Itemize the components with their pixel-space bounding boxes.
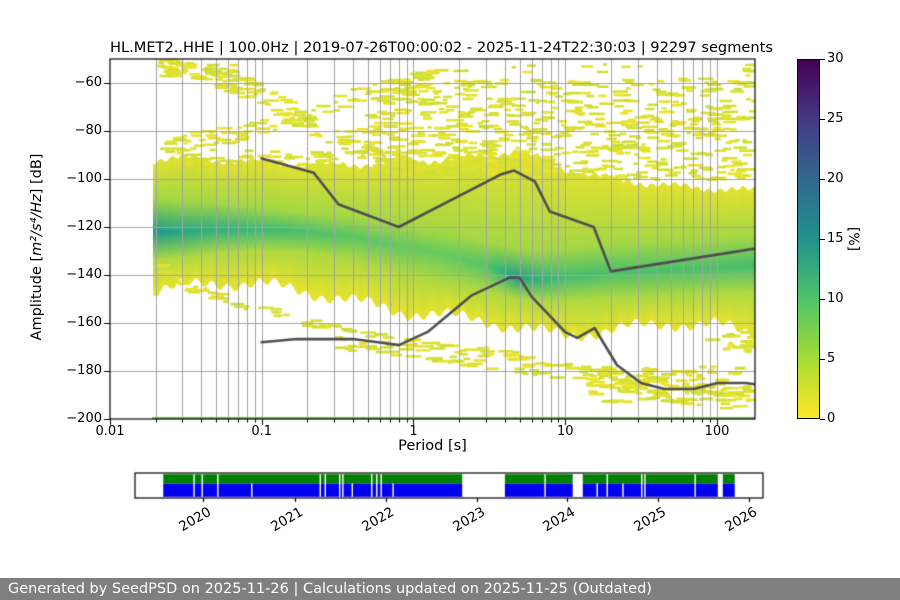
colorbar-tick-label: 5 bbox=[827, 351, 836, 366]
y-tick-label: −60 bbox=[74, 75, 102, 90]
y-tick-label: −80 bbox=[74, 123, 102, 138]
timeline-year-label: 2021 bbox=[267, 504, 306, 536]
plot-title: HL.MET2..HHE | 100.0Hz | 2019-07-26T00:0… bbox=[110, 39, 773, 56]
colorbar-tick-mark bbox=[820, 119, 825, 121]
timeline-year-label: 2026 bbox=[721, 504, 760, 536]
y-tick-label: −200 bbox=[66, 411, 102, 426]
x-tick-label: 1 bbox=[409, 424, 418, 439]
y-tick-label: −180 bbox=[66, 363, 102, 378]
y-tick-label: −160 bbox=[66, 315, 102, 330]
timeline-year-label: 2025 bbox=[631, 504, 670, 536]
colorbar-tick-mark bbox=[820, 59, 825, 61]
colorbar-tick-mark bbox=[820, 419, 825, 421]
colorbar-tick-label: 15 bbox=[827, 231, 844, 246]
colorbar-tick-label: 30 bbox=[827, 51, 844, 66]
timeline-year-label: 2024 bbox=[540, 504, 579, 536]
x-tick-label: 0.1 bbox=[251, 424, 273, 439]
y-tick-label: −100 bbox=[66, 171, 102, 186]
availability-timeline-canvas bbox=[120, 466, 790, 506]
timeline-year-label: 2020 bbox=[176, 504, 214, 536]
footer-bar: Generated by SeedPSD on 2025-11-26 | Cal… bbox=[0, 578, 900, 600]
colorbar-tick-label: 10 bbox=[827, 291, 844, 306]
ppsd-plot-canvas bbox=[100, 54, 770, 429]
colorbar-tick-label: 20 bbox=[827, 171, 844, 186]
x-tick-label: 10 bbox=[556, 424, 574, 439]
colorbar-tick-mark bbox=[820, 299, 825, 301]
y-tick-label: −120 bbox=[66, 219, 102, 234]
timeline-year-label: 2022 bbox=[358, 504, 397, 536]
colorbar-unit-label: [%] bbox=[845, 226, 861, 252]
footer-text: Generated by SeedPSD on 2025-11-26 | Cal… bbox=[8, 581, 652, 597]
y-tick-label: −140 bbox=[66, 267, 102, 282]
colorbar-tick-label: 0 bbox=[827, 411, 836, 426]
x-tick-label: 100 bbox=[704, 424, 730, 439]
x-axis-label: Period [s] bbox=[398, 438, 467, 454]
colorbar-gradient bbox=[797, 59, 820, 419]
x-tick-label: 0.01 bbox=[95, 424, 125, 439]
colorbar-tick-label: 25 bbox=[827, 111, 844, 126]
colorbar-tick-mark bbox=[820, 179, 825, 181]
colorbar-tick-mark bbox=[820, 359, 825, 361]
timeline-year-label: 2023 bbox=[449, 504, 488, 536]
colorbar-tick-mark bbox=[820, 239, 825, 241]
